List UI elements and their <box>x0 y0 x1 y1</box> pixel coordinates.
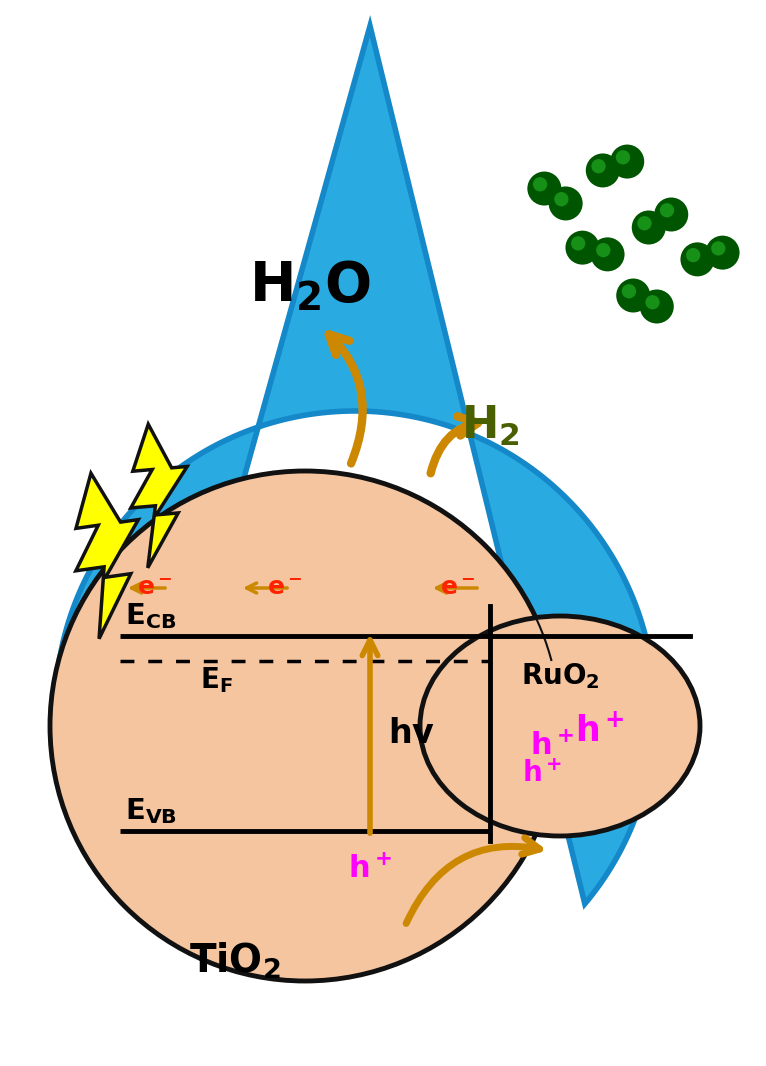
FancyArrowPatch shape <box>329 335 362 464</box>
Text: $\mathbf{E_{VB}}$: $\mathbf{E_{VB}}$ <box>125 796 177 826</box>
Text: $\mathbf{hv}$: $\mathbf{hv}$ <box>388 717 435 750</box>
Text: $\mathbf{TiO_2}$: $\mathbf{TiO_2}$ <box>189 941 281 981</box>
Circle shape <box>611 145 644 178</box>
Text: $\mathbf{h^+}$: $\mathbf{h^+}$ <box>575 714 624 748</box>
Circle shape <box>50 471 560 981</box>
Text: $\mathbf{h^+}$: $\mathbf{h^+}$ <box>522 760 562 788</box>
Text: $\mathbf{RuO_2}$: $\mathbf{RuO_2}$ <box>521 662 600 692</box>
Circle shape <box>646 295 660 309</box>
Circle shape <box>596 243 611 257</box>
Circle shape <box>640 290 674 323</box>
FancyArrowPatch shape <box>430 417 478 473</box>
Circle shape <box>527 172 561 206</box>
Ellipse shape <box>420 616 700 836</box>
Text: $\mathbf{H_2}$: $\mathbf{H_2}$ <box>460 404 519 448</box>
Text: $\mathbf{E_{CB}}$: $\mathbf{E_{CB}}$ <box>125 601 176 631</box>
Circle shape <box>586 154 620 188</box>
Circle shape <box>591 159 606 174</box>
Polygon shape <box>131 424 187 568</box>
Text: $\mathbf{E_F}$: $\mathbf{E_F}$ <box>200 665 233 695</box>
Text: $\mathbf{h^+}$: $\mathbf{h^+}$ <box>348 855 392 884</box>
Circle shape <box>555 192 568 207</box>
Text: $\mathbf{h^+}$: $\mathbf{h^+}$ <box>530 731 574 761</box>
Text: $\mathbf{H_2O}$: $\mathbf{H_2O}$ <box>249 259 371 313</box>
Circle shape <box>705 236 739 270</box>
Text: $\mathbf{e^-}$: $\mathbf{e^-}$ <box>137 576 172 600</box>
Polygon shape <box>55 26 655 904</box>
Circle shape <box>680 242 715 276</box>
Circle shape <box>686 248 700 262</box>
Circle shape <box>654 197 689 231</box>
Polygon shape <box>76 473 139 639</box>
Circle shape <box>565 230 600 264</box>
FancyArrowPatch shape <box>406 838 539 923</box>
Circle shape <box>616 278 650 312</box>
Circle shape <box>591 238 624 272</box>
Circle shape <box>660 204 674 217</box>
Text: $\mathbf{e^-}$: $\mathbf{e^-}$ <box>267 576 303 600</box>
Circle shape <box>533 177 547 192</box>
Circle shape <box>622 285 636 298</box>
Text: $\mathbf{e^-}$: $\mathbf{e^-}$ <box>440 576 475 600</box>
Circle shape <box>571 237 585 251</box>
Circle shape <box>548 187 583 221</box>
Circle shape <box>711 241 725 256</box>
Circle shape <box>637 216 652 230</box>
Circle shape <box>632 210 666 244</box>
Circle shape <box>616 150 630 164</box>
